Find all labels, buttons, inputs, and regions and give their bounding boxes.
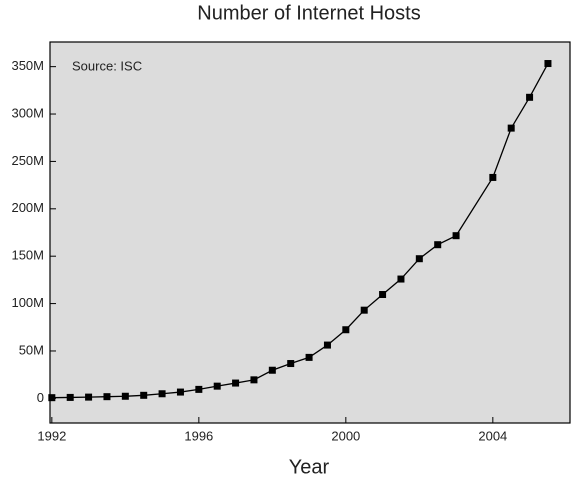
x-tick-label: 2004 <box>478 428 507 443</box>
data-point <box>158 390 166 398</box>
annotation: Source: ISC <box>72 58 142 73</box>
data-point <box>85 393 93 401</box>
data-point <box>287 360 295 368</box>
data-point <box>140 391 148 399</box>
data-point <box>103 393 111 401</box>
y-tick-label: 250M <box>11 153 44 168</box>
chart-title: Number of Internet Hosts <box>197 2 420 24</box>
data-point <box>379 291 387 299</box>
data-point <box>507 124 515 132</box>
y-tick-label: 0 <box>37 390 44 405</box>
data-point <box>526 93 534 101</box>
data-point <box>452 232 460 240</box>
data-point <box>360 306 368 314</box>
x-tick-label: 1992 <box>37 428 66 443</box>
data-point <box>48 394 56 402</box>
data-point <box>66 393 74 401</box>
data-point <box>176 388 184 396</box>
x-tick-label: 2000 <box>331 428 360 443</box>
data-point <box>121 392 129 400</box>
y-tick-label: 300M <box>11 105 44 120</box>
data-point <box>268 366 276 374</box>
y-tick-label: 350M <box>11 58 44 73</box>
data-point <box>544 60 552 68</box>
y-tick-label: 100M <box>11 295 44 310</box>
data-point <box>195 385 203 393</box>
data-point <box>415 255 423 263</box>
data-point <box>397 275 405 283</box>
x-axis-label: Year <box>289 456 330 478</box>
plot-area <box>49 41 571 424</box>
data-point <box>213 382 221 390</box>
data-point <box>232 379 240 387</box>
y-tick-label: 200M <box>11 200 44 215</box>
data-point <box>305 353 313 361</box>
y-tick-label: 50M <box>19 342 44 357</box>
x-tick-label: 1996 <box>184 428 213 443</box>
data-point <box>250 376 258 384</box>
data-point <box>342 326 350 334</box>
data-point <box>323 341 331 349</box>
data-point <box>489 173 497 181</box>
data-point <box>434 241 442 249</box>
y-tick-label: 150M <box>11 248 44 263</box>
